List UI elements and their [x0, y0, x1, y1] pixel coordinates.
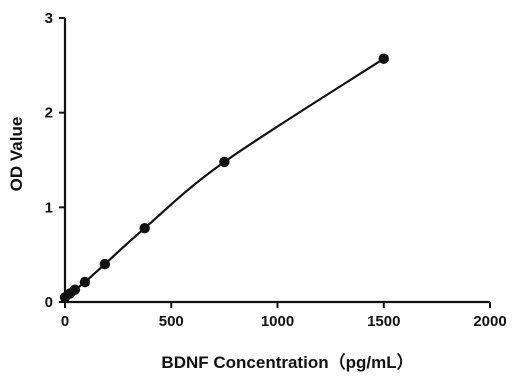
data-point	[69, 284, 81, 295]
y-ticks: 0 1 2 3	[45, 10, 65, 311]
data-point	[378, 53, 389, 64]
y-tick-label: 2	[45, 105, 53, 122]
y-tick-label: 1	[45, 199, 53, 216]
y-tick-label: 3	[45, 10, 53, 27]
x-tick-label: 2000	[473, 313, 506, 330]
data-point	[219, 156, 230, 168]
x-tick-label: 0	[61, 313, 69, 330]
data-points	[59, 53, 389, 303]
data-point	[79, 276, 91, 288]
data-point	[139, 222, 150, 234]
fit-curve	[64, 57, 385, 299]
x-tick-label: 1000	[261, 313, 294, 330]
x-axis-title: BDNF Concentration（pg/mL）	[161, 352, 413, 372]
axes	[63, 18, 490, 304]
x-ticks: 0 500 1000 1500 2000	[61, 302, 507, 330]
x-tick-label: 500	[159, 313, 184, 330]
y-tick-label: 0	[45, 294, 53, 311]
x-tick-label: 1500	[367, 313, 400, 330]
data-point	[99, 258, 111, 270]
y-axis-title: OD Value	[7, 117, 26, 192]
